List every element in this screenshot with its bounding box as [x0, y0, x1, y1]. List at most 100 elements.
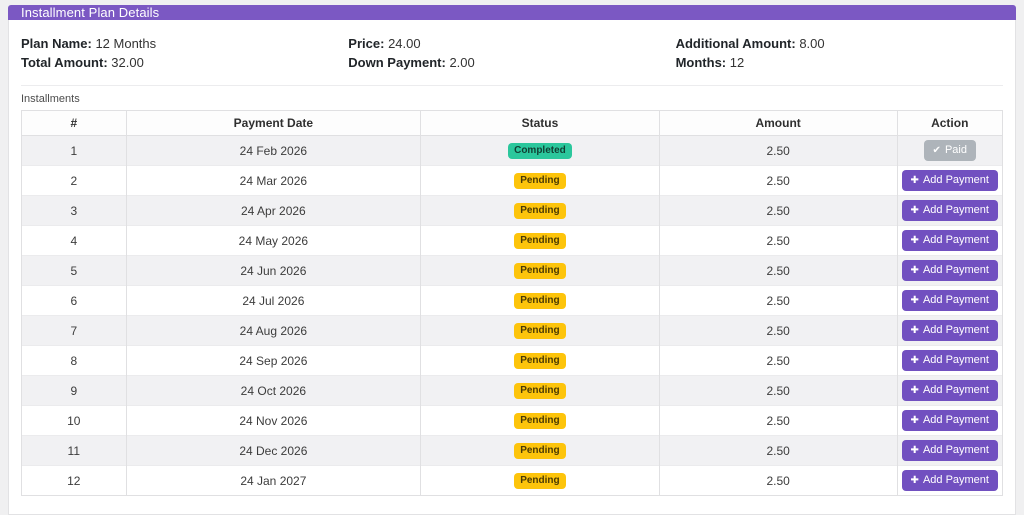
status-badge: Pending — [514, 353, 566, 369]
status-cell: Completed — [420, 135, 660, 166]
add-payment-button[interactable]: ✚ Add Payment — [901, 380, 998, 401]
plan-name-line: Plan Name: 12 Months — [21, 34, 348, 53]
card-body: Plan Name: 12 Months Total Amount: 32.00… — [8, 20, 1016, 515]
table-header-row: # Payment Date Status Amount Action — [21, 110, 1004, 136]
status-cell: Pending — [420, 375, 660, 406]
divider — [21, 85, 1003, 86]
action-cell: ✔ Paid — [896, 135, 1004, 166]
add-payment-button-label: Add Payment — [922, 354, 989, 367]
add-payment-button[interactable]: ✚ Add Payment — [901, 200, 998, 221]
plus-icon: ✚ — [910, 384, 919, 396]
amount-cell: 2.50 — [658, 435, 898, 466]
action-cell: ✚ Add Payment — [896, 435, 1004, 466]
installments-table: # Payment Date Status Amount Action 1 24 Feb… — [21, 110, 1004, 496]
column-header: Payment Date — [125, 110, 422, 136]
status-badge: Completed — [508, 143, 572, 159]
status-badge: Pending — [514, 293, 566, 309]
plus-icon: ✚ — [910, 204, 919, 216]
table-body: 1 24 Feb 2026 Completed 2.50 ✔ Paid 2 24… — [21, 135, 1004, 496]
action-cell: ✚ Add Payment — [896, 255, 1004, 286]
amount-cell: 2.50 — [658, 465, 898, 496]
plan-name-label: Plan Name: — [21, 36, 92, 51]
status-badge: Pending — [514, 413, 566, 429]
status-cell: Pending — [420, 435, 660, 466]
row-number-cell: 11 — [21, 435, 127, 466]
table-row: 11 24 Dec 2026 Pending 2.50 ✚ Add Paymen… — [21, 435, 1004, 466]
plus-icon: ✚ — [910, 174, 919, 186]
table-row: 12 24 Jan 2027 Pending 2.50 ✚ Add Paymen… — [21, 465, 1004, 496]
action-cell: ✚ Add Payment — [896, 375, 1004, 406]
status-badge: Pending — [514, 383, 566, 399]
status-badge: Pending — [514, 173, 566, 189]
total-amount-value: 32.00 — [111, 55, 144, 70]
add-payment-button-label: Add Payment — [922, 474, 989, 487]
add-payment-button[interactable]: ✚ Add Payment — [901, 320, 998, 341]
additional-amount-line: Additional Amount: 8.00 — [676, 34, 1003, 53]
amount-cell: 2.50 — [658, 165, 898, 196]
amount-cell: 2.50 — [658, 345, 898, 376]
row-number-cell: 6 — [21, 285, 127, 316]
add-payment-button-label: Add Payment — [922, 264, 989, 277]
table-row: 3 24 Apr 2026 Pending 2.50 ✚ Add Payment — [21, 195, 1004, 226]
row-number-cell: 4 — [21, 225, 127, 256]
action-cell: ✚ Add Payment — [896, 225, 1004, 256]
amount-cell: 2.50 — [658, 195, 898, 226]
add-payment-button[interactable]: ✚ Add Payment — [901, 440, 998, 461]
add-payment-button-label: Add Payment — [922, 324, 989, 337]
row-number-cell: 3 — [21, 195, 127, 226]
payment-date-cell: 24 Sep 2026 — [125, 345, 422, 376]
action-cell: ✚ Add Payment — [896, 195, 1004, 226]
add-payment-button[interactable]: ✚ Add Payment — [901, 350, 998, 371]
total-amount-line: Total Amount: 32.00 — [21, 53, 348, 72]
table-row: 5 24 Jun 2026 Pending 2.50 ✚ Add Payment — [21, 255, 1004, 286]
status-cell: Pending — [420, 225, 660, 256]
plus-icon: ✚ — [910, 324, 919, 336]
payment-date-cell: 24 Feb 2026 — [125, 135, 422, 166]
payment-date-cell: 24 May 2026 — [125, 225, 422, 256]
additional-amount-value: 8.00 — [799, 36, 825, 51]
action-cell: ✚ Add Payment — [896, 405, 1004, 436]
status-cell: Pending — [420, 315, 660, 346]
card-header: Installment Plan Details — [8, 5, 1016, 20]
add-payment-button[interactable]: ✚ Add Payment — [901, 170, 998, 191]
action-cell: ✚ Add Payment — [896, 165, 1004, 196]
plus-icon: ✚ — [910, 294, 919, 306]
row-number-cell: 8 — [21, 345, 127, 376]
row-number-cell: 2 — [21, 165, 127, 196]
payment-date-cell: 24 Jan 2027 — [125, 465, 422, 496]
add-payment-button-label: Add Payment — [922, 384, 989, 397]
status-cell: Pending — [420, 345, 660, 376]
status-badge: Pending — [514, 443, 566, 459]
months-label: Months: — [675, 55, 727, 70]
amount-cell: 2.50 — [658, 285, 898, 316]
amount-cell: 2.50 — [658, 225, 898, 256]
action-cell: ✚ Add Payment — [896, 345, 1004, 376]
add-payment-button-label: Add Payment — [922, 204, 989, 217]
status-badge: Pending — [514, 473, 566, 489]
add-payment-button[interactable]: ✚ Add Payment — [901, 470, 998, 491]
months-value: 12 — [729, 55, 745, 70]
paid-button[interactable]: ✔ Paid — [923, 140, 976, 161]
additional-amount-label: Additional Amount: — [675, 36, 796, 51]
payment-date-cell: 24 Aug 2026 — [125, 315, 422, 346]
add-payment-button[interactable]: ✚ Add Payment — [901, 260, 998, 281]
payment-date-cell: 24 Nov 2026 — [125, 405, 422, 436]
table-row: 6 24 Jul 2026 Pending 2.50 ✚ Add Payment — [21, 285, 1004, 316]
status-badge: Pending — [514, 263, 566, 279]
payment-date-cell: 24 Jun 2026 — [125, 255, 422, 286]
table-row: 2 24 Mar 2026 Pending 2.50 ✚ Add Payment — [21, 165, 1004, 196]
table-row: 8 24 Sep 2026 Pending 2.50 ✚ Add Payment — [21, 345, 1004, 376]
column-header: Status — [420, 110, 660, 136]
plus-icon: ✚ — [910, 444, 919, 456]
add-payment-button[interactable]: ✚ Add Payment — [901, 410, 998, 431]
payment-date-cell: 24 Dec 2026 — [125, 435, 422, 466]
plan-details-col-2: Price: 24.00 Down Payment: 2.00 — [348, 34, 675, 72]
action-cell: ✚ Add Payment — [896, 465, 1004, 496]
price-line: Price: 24.00 — [348, 34, 675, 53]
installment-plan-card: Installment Plan Details Plan Name: 12 M… — [8, 5, 1016, 515]
status-cell: Pending — [420, 165, 660, 196]
add-payment-button[interactable]: ✚ Add Payment — [901, 230, 998, 251]
add-payment-button[interactable]: ✚ Add Payment — [901, 290, 998, 311]
amount-cell: 2.50 — [658, 375, 898, 406]
plus-icon: ✚ — [910, 414, 919, 426]
